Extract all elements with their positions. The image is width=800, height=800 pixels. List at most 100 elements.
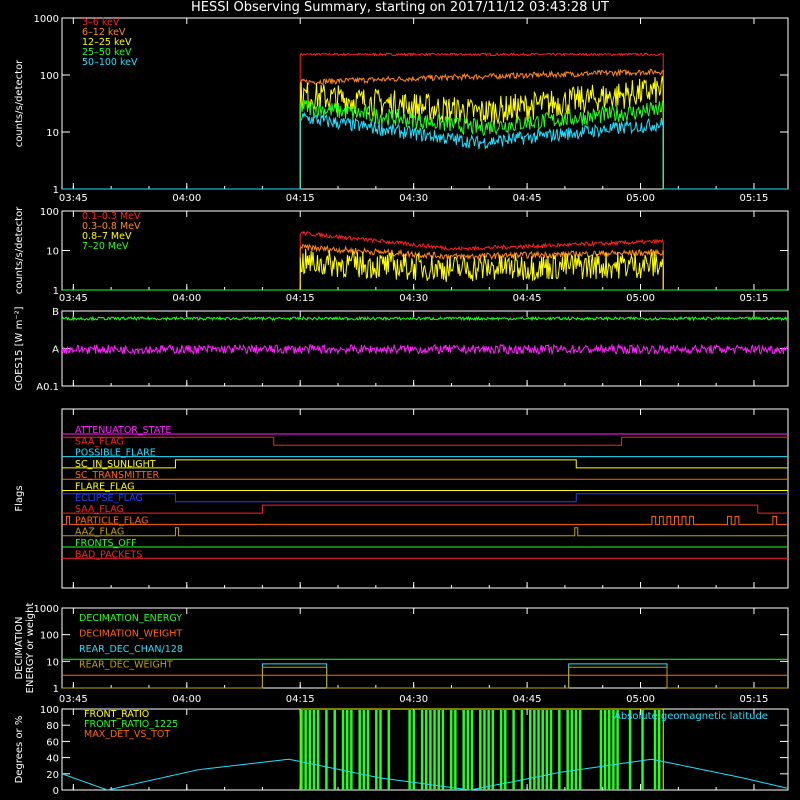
ratio-bar — [541, 710, 544, 790]
series-line — [62, 52, 788, 190]
legend-entry: MAX_DET_VS_TOT — [84, 729, 170, 740]
ratio-bar — [470, 710, 474, 790]
ratio-bar — [578, 710, 582, 790]
ratio-bar — [512, 710, 515, 790]
y-axis-label: ENERGY or weight — [25, 603, 36, 694]
x-tick-label: 04:30 — [399, 293, 428, 304]
annotation-label: Absolute geomagnetic latitude — [614, 711, 768, 722]
ratio-bar — [608, 710, 611, 790]
ratio-bar — [379, 710, 382, 790]
ratio-bar — [499, 710, 503, 790]
y-tick-label: 100 — [40, 631, 59, 642]
y-tick-label: 40 — [46, 754, 59, 765]
flag-line — [62, 527, 788, 537]
ratio-bar — [545, 710, 549, 790]
legend-entry: 0.8–7 MeV — [82, 231, 132, 242]
series-line — [62, 230, 788, 291]
ratio-bar — [333, 710, 336, 790]
ratio-bar — [466, 710, 470, 790]
y-tick-label: 1 — [53, 185, 59, 196]
series-line — [61, 315, 788, 322]
ratio-bar — [433, 710, 436, 790]
ratio-bar — [483, 710, 486, 790]
ratio-bar — [616, 710, 619, 790]
y-tick-label: 0 — [53, 786, 59, 797]
ratio-bar — [437, 710, 440, 790]
flag-label: SC_TRANSMITTER — [75, 470, 160, 481]
x-tick-label: 04:45 — [513, 193, 542, 204]
y-tick-label: 60 — [46, 737, 59, 748]
ratio-bar — [412, 710, 416, 790]
ratio-bar — [408, 710, 411, 790]
x-tick-label: 05:15 — [740, 193, 769, 204]
y-axis-label: Flags — [14, 485, 25, 511]
latitude-line — [61, 758, 789, 791]
flag-label: PARTICLE_FLAG — [75, 515, 148, 526]
panel-frame — [61, 17, 789, 190]
legend-entry: 50–100 keV — [82, 57, 138, 68]
y-axis-label: Degrees or % — [14, 716, 25, 784]
ratio-bar — [375, 710, 378, 790]
x-tick-label: 04:00 — [172, 293, 201, 304]
ratio-bar — [520, 710, 524, 790]
y-tick-label: A — [52, 345, 59, 356]
ratio-bar — [628, 710, 632, 790]
panel-1: 03:45 04:00 04:15 04:30 04:45 05:00 05:15 count… — [14, 14, 789, 204]
page-title: HESSI Observing Summary, starting on 201… — [191, 0, 609, 15]
x-tick-label: 05:00 — [626, 293, 655, 304]
series-line — [61, 342, 788, 356]
panel-6: Degrees or % 0 20 40 60 80 100 Absolute geomagn… — [14, 705, 789, 797]
ratio-bar — [316, 710, 320, 790]
ratio-bar — [441, 710, 445, 790]
y-tick-label: 10 — [46, 657, 59, 668]
y-tick-label: 1 — [53, 684, 59, 695]
panel-5: 03:45 04:00 04:15 04:30 04:45 05:00 05:15 DECIM… — [14, 603, 789, 705]
ratio-bar — [462, 710, 465, 790]
series-line — [62, 666, 788, 689]
legend-entry: REAR_DEC_WEIGHT — [79, 660, 173, 671]
ratio-bar — [528, 710, 532, 790]
series-line — [62, 248, 788, 291]
flag-line — [62, 515, 788, 525]
series-line — [62, 243, 788, 291]
flag-label: AAZ_FLAG — [75, 527, 124, 538]
flag-label: BAD_PACKETS — [75, 549, 142, 560]
legend-entry: 25–50 keV — [82, 47, 132, 58]
flag-line — [62, 436, 788, 446]
x-tick-label: 03:45 — [59, 293, 88, 304]
ratio-bar — [603, 710, 607, 790]
ratio-bar — [454, 710, 457, 790]
x-tick-label: 04:30 — [399, 193, 428, 204]
ratio-bar — [425, 710, 428, 790]
ratio-bar — [362, 710, 366, 790]
ratio-bar — [599, 710, 603, 790]
ratio-bar — [549, 710, 553, 790]
flag-label: ATTENUATOR_STATE — [75, 425, 171, 436]
y-tick-label: A0.1 — [36, 382, 59, 393]
ratio-bar — [612, 710, 615, 790]
ratio-bar — [358, 710, 361, 790]
x-tick-label: 05:00 — [626, 694, 655, 705]
x-tick-label: 04:45 — [513, 694, 542, 705]
y-tick-label: 1 — [53, 286, 59, 297]
series-line — [62, 100, 788, 190]
flag-label: SC_IN_SUNLIGHT — [75, 459, 156, 470]
ratio-bar — [491, 710, 495, 790]
ratio-bar — [366, 710, 370, 790]
x-tick-label: 05:15 — [740, 694, 769, 705]
y-axis-label: DECIMATION — [14, 616, 25, 679]
legend-entry: 0.3–0.8 MeV — [82, 221, 141, 232]
flag-line — [62, 459, 788, 469]
ratio-bar — [429, 710, 432, 790]
legend-entry: 0.1–0.3 MeV — [82, 211, 141, 222]
flag-label: SAA_FLAG — [75, 504, 124, 515]
y-tick-label: 10 — [46, 128, 59, 139]
panel-4: FlagsATTENUATOR_STATESAA_FLAGPOSSIBLE_FL… — [14, 408, 789, 589]
series-line — [62, 75, 788, 190]
ratio-bar — [487, 710, 490, 790]
ratio-bar — [312, 710, 316, 790]
x-tick-label: 03:45 — [59, 193, 88, 204]
x-tick-label: 03:45 — [59, 694, 88, 705]
ratio-bar — [304, 710, 307, 790]
